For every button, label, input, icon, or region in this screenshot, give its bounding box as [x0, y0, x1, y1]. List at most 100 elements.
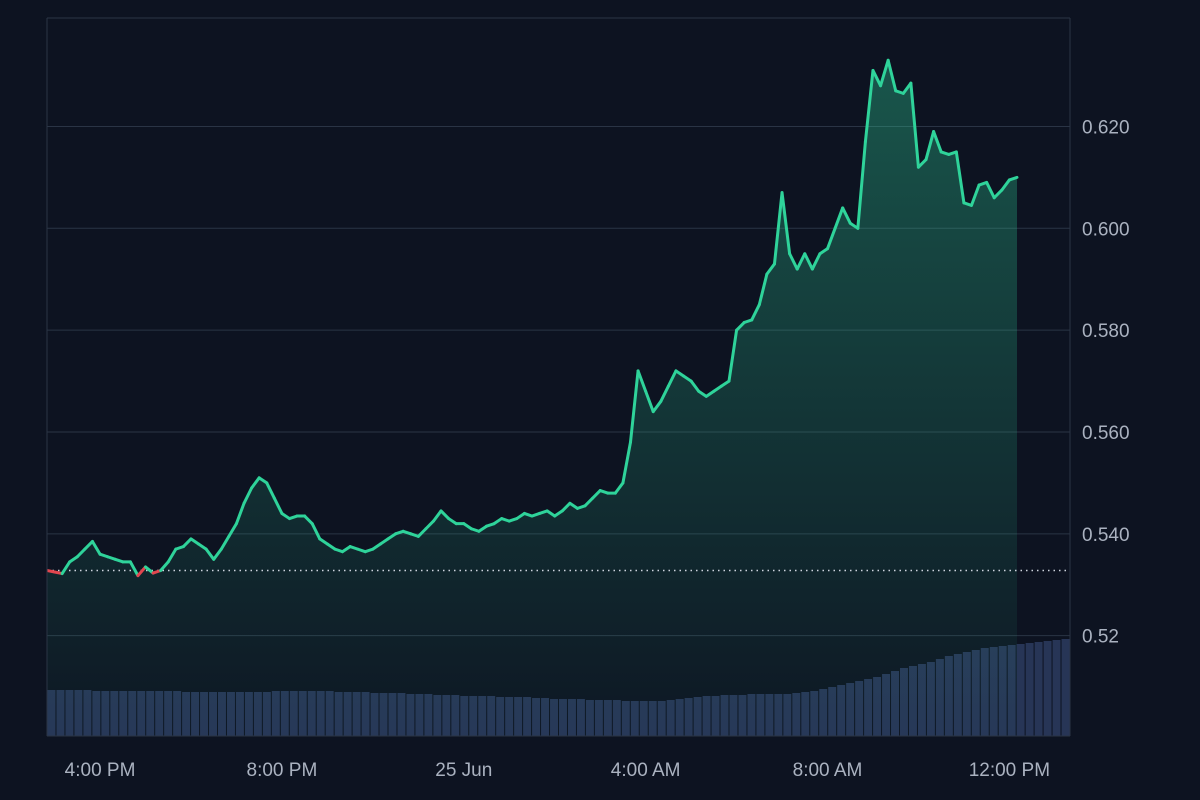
price-area-fill [47, 60, 1017, 736]
x-tick-label: 4:00 PM [65, 760, 136, 781]
y-tick-label: 0.540 [1082, 525, 1130, 546]
y-tick-label: 0.560 [1082, 423, 1130, 444]
price-area [47, 60, 1017, 736]
price-line-segment [325, 542, 337, 551]
price-line-segment [810, 252, 822, 271]
price-line-segment [985, 180, 996, 200]
price-line-segment [924, 130, 936, 162]
price-line-segment [932, 130, 943, 154]
price-line-segment [757, 272, 769, 307]
x-tick-label: 4:00 AM [611, 760, 681, 781]
volume-bar [1034, 642, 1043, 736]
price-line-segment [318, 537, 329, 546]
price-line-segment [462, 522, 473, 531]
price-line-segment [136, 565, 148, 578]
price-line-segment [621, 440, 632, 485]
price-line-segment [682, 374, 693, 383]
price-line-segment [636, 369, 648, 393]
price-line-segment [545, 509, 557, 518]
price-line-segment [341, 545, 352, 554]
price-line-segment [697, 389, 708, 398]
price-line-segment [560, 501, 572, 513]
price-line-segment [583, 496, 595, 508]
price-line-segment [477, 524, 489, 533]
price-line-segment [553, 509, 564, 518]
price-line-segment [780, 191, 792, 256]
volume-bar [1025, 643, 1034, 736]
price-line-segment [644, 389, 655, 414]
volume-bar [1052, 640, 1061, 736]
price-line-segment [204, 547, 216, 561]
price-line-segment [841, 206, 852, 225]
price-line-segment [651, 399, 663, 414]
price-line-segment [1007, 175, 1019, 182]
price-line-segment [378, 537, 390, 546]
price-line-segment [1000, 178, 1011, 192]
price-line-segment [371, 542, 382, 551]
price-line-segment [250, 476, 261, 490]
y-tick-label: 0.620 [1082, 117, 1130, 138]
price-line-segment [772, 191, 784, 266]
volume-bar [1043, 641, 1052, 736]
y-axis-ticks: 0.52 0.540 0.560 0.580 0.600 0.620 [1082, 117, 1130, 647]
price-line-segment [439, 509, 451, 521]
price-line-segment [60, 560, 72, 576]
price-line-segment [310, 522, 322, 541]
price-line-segment [303, 514, 314, 526]
price-line-segment [803, 252, 814, 271]
price-line-segment [212, 547, 223, 561]
x-tick-label: 8:00 PM [247, 760, 318, 781]
price-line-segment [826, 226, 837, 251]
price-line-segment [833, 206, 845, 230]
price-line-segment [992, 188, 1004, 200]
price-line-segment [416, 527, 428, 538]
price-line-segment [879, 58, 890, 88]
price-line-segment [886, 58, 898, 93]
plot-frame [46, 17, 1071, 737]
price-line-segment [916, 158, 928, 169]
price-line-segment [818, 247, 830, 256]
price-line-segment [727, 328, 739, 383]
price-line-segment [689, 379, 701, 393]
price-line-segment [492, 517, 504, 526]
price-line-segment [189, 537, 201, 546]
price-line-segment [197, 542, 208, 551]
price-line-segment [750, 303, 761, 322]
price-line-segment [447, 517, 458, 526]
price-line-segment [265, 481, 276, 500]
price-line-segment [712, 384, 723, 393]
price-line-segment [227, 522, 238, 538]
y-tick-label: 0.600 [1082, 219, 1130, 240]
price-line-segment [257, 476, 269, 485]
price-line-segment [735, 321, 746, 332]
price-line-segment [666, 369, 678, 388]
price-line-segment [591, 489, 602, 500]
price-line-segment [788, 252, 799, 271]
y-tick-label: 0.52 [1082, 627, 1119, 648]
price-line-segment [969, 183, 981, 207]
price-line-segment [628, 369, 640, 444]
price-line-segment [659, 384, 670, 403]
price-line-segment [765, 262, 776, 276]
price-line-group [47, 58, 1019, 578]
price-line-segment [795, 252, 807, 271]
price-line-segment [90, 539, 102, 556]
volume-bar [1016, 644, 1025, 736]
price-line-segment [719, 379, 731, 388]
x-tick-label: 8:00 AM [793, 760, 863, 781]
x-tick-label: 12:00 PM [969, 760, 1050, 781]
price-line-segment [219, 534, 231, 551]
price-line-segment [272, 496, 284, 515]
price-line-segment [68, 555, 79, 564]
price-line-segment [128, 560, 140, 578]
x-tick-label: 25 Jun [435, 760, 492, 781]
price-line-segment [515, 511, 526, 521]
y-tick-label: 0.580 [1082, 321, 1130, 342]
price-line-segment [909, 81, 920, 169]
price-line-segment [674, 369, 686, 378]
price-line-segment [704, 389, 716, 398]
price-line-segment [280, 511, 291, 521]
price-line-segment [424, 519, 435, 531]
